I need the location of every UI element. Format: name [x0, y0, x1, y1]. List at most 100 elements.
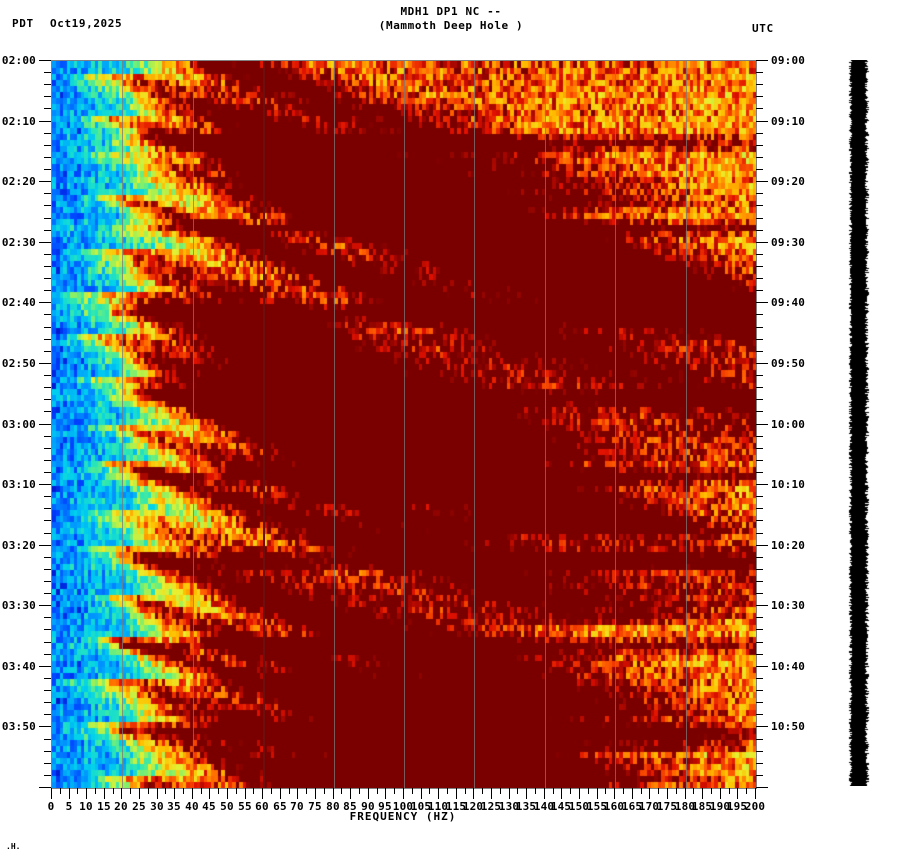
- freq-tick: [359, 788, 360, 794]
- time-tick: [44, 133, 51, 134]
- freq-tick: [438, 788, 439, 799]
- time-tick: [44, 96, 51, 97]
- right-timezone-label: UTC: [752, 22, 774, 35]
- freq-tick: [456, 788, 457, 799]
- time-tick: [756, 751, 763, 752]
- time-tick: [756, 617, 763, 618]
- freq-tick: [579, 788, 580, 799]
- freq-tick: [394, 788, 395, 794]
- time-label-left: 02:40: [1, 296, 36, 309]
- time-tick: [756, 72, 763, 73]
- spectrogram-plot[interactable]: [51, 60, 757, 789]
- time-tick: [756, 424, 768, 425]
- time-tick: [44, 460, 51, 461]
- time-tick: [756, 448, 763, 449]
- freq-tick: [649, 788, 650, 799]
- time-tick: [39, 605, 51, 606]
- freq-label: 190: [709, 800, 731, 813]
- freq-label: 140: [533, 800, 555, 813]
- time-tick: [756, 666, 768, 667]
- freq-tick: [588, 788, 589, 794]
- station-title: MDH1 DP1 NC --: [400, 5, 502, 18]
- freq-label: 115: [445, 800, 467, 813]
- freq-tick: [236, 788, 237, 794]
- freq-tick: [500, 788, 501, 794]
- time-tick: [44, 375, 51, 376]
- time-tick: [756, 60, 768, 61]
- time-tick: [39, 363, 51, 364]
- time-tick: [44, 533, 51, 534]
- freq-tick: [491, 788, 492, 799]
- header: PDT Oct19,2025 MDH1 DP1 NC -- (Mammoth D…: [0, 0, 902, 46]
- time-tick: [44, 763, 51, 764]
- saturation-bar-image: [847, 60, 871, 786]
- time-tick: [756, 472, 763, 473]
- freq-tick: [526, 788, 527, 799]
- time-tick: [756, 569, 763, 570]
- time-tick: [44, 84, 51, 85]
- freq-label: 55: [238, 800, 252, 813]
- freq-label: 160: [603, 800, 625, 813]
- freq-label: 45: [202, 800, 216, 813]
- freq-label: 170: [638, 800, 660, 813]
- time-tick: [756, 642, 763, 643]
- time-label-left: 03:50: [1, 720, 36, 733]
- time-tick: [756, 205, 763, 206]
- freq-label: 195: [726, 800, 748, 813]
- freq-label: 5: [65, 800, 73, 813]
- time-label-left: 02:30: [1, 236, 36, 249]
- freq-tick: [755, 788, 756, 799]
- freq-tick: [632, 788, 633, 799]
- time-label-right: 09:40: [771, 296, 806, 309]
- freq-tick: [271, 788, 272, 794]
- freq-tick: [201, 788, 202, 794]
- time-tick: [756, 593, 763, 594]
- freq-tick: [702, 788, 703, 799]
- freq-label: 150: [568, 800, 590, 813]
- time-tick: [756, 314, 763, 315]
- time-tick: [756, 654, 763, 655]
- freq-label: 65: [273, 800, 287, 813]
- freq-label: 165: [621, 800, 643, 813]
- time-tick: [756, 133, 763, 134]
- freq-label: 15: [97, 800, 111, 813]
- freq-tick: [658, 788, 659, 794]
- freq-label: 110: [427, 800, 449, 813]
- freq-tick: [377, 788, 378, 794]
- freq-tick: [473, 788, 474, 799]
- time-tick: [756, 508, 763, 509]
- freq-tick: [517, 788, 518, 794]
- time-tick: [756, 375, 763, 376]
- freq-tick: [385, 788, 386, 799]
- time-tick: [44, 496, 51, 497]
- freq-label: 35: [167, 800, 181, 813]
- time-label-left: 03:00: [1, 418, 36, 431]
- freq-tick: [157, 788, 158, 799]
- time-tick: [44, 472, 51, 473]
- freq-label: 145: [550, 800, 572, 813]
- freq-tick: [711, 788, 712, 794]
- freq-tick: [676, 788, 677, 794]
- freq-tick: [641, 788, 642, 794]
- freq-tick: [667, 788, 668, 799]
- left-timezone-label: PDT: [12, 17, 34, 30]
- freq-tick: [245, 788, 246, 799]
- freq-tick: [350, 788, 351, 799]
- freq-tick: [412, 788, 413, 794]
- freq-tick: [597, 788, 598, 799]
- freq-tick: [341, 788, 342, 794]
- freq-tick: [368, 788, 369, 799]
- time-tick: [44, 351, 51, 352]
- time-tick: [756, 302, 768, 303]
- freq-tick: [280, 788, 281, 799]
- freq-tick: [553, 788, 554, 794]
- time-tick: [44, 327, 51, 328]
- time-tick: [756, 605, 768, 606]
- time-tick: [756, 242, 768, 243]
- freq-label: 70: [290, 800, 304, 813]
- time-tick: [39, 60, 51, 61]
- time-tick: [756, 557, 763, 558]
- time-tick: [756, 484, 768, 485]
- freq-tick: [218, 788, 219, 794]
- freq-label: 155: [586, 800, 608, 813]
